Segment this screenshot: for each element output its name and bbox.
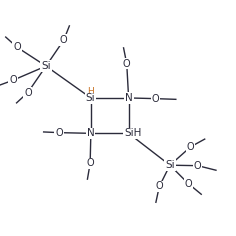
Text: O: O <box>185 179 192 189</box>
Text: O: O <box>156 181 163 191</box>
Text: Si: Si <box>86 93 95 103</box>
Text: SiH: SiH <box>124 128 142 138</box>
Text: O: O <box>24 88 32 97</box>
Text: Si: Si <box>165 160 175 170</box>
Text: O: O <box>187 142 194 152</box>
Text: O: O <box>55 128 63 138</box>
Text: N: N <box>125 93 133 103</box>
Text: O: O <box>152 94 160 104</box>
Text: O: O <box>9 75 17 85</box>
Text: N: N <box>87 128 94 138</box>
Text: O: O <box>123 59 131 69</box>
Text: O: O <box>60 35 67 45</box>
Text: Si: Si <box>41 61 51 71</box>
Text: O: O <box>194 161 202 171</box>
Text: O: O <box>13 42 21 52</box>
Text: H: H <box>87 87 93 96</box>
Text: O: O <box>86 158 94 168</box>
